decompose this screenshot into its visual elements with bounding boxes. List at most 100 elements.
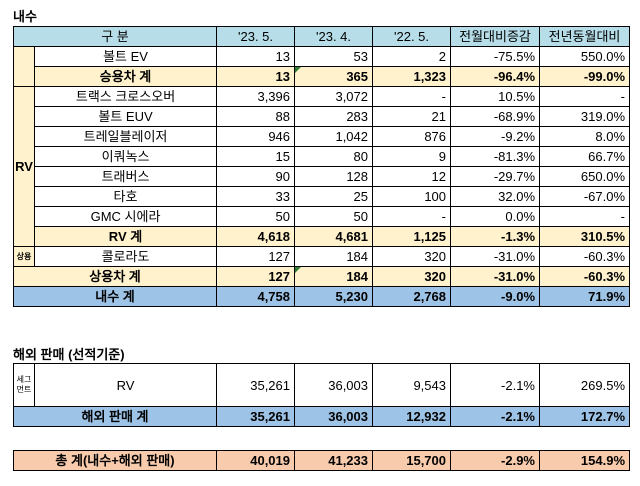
cell-value: 35,261 xyxy=(216,363,295,407)
domestic-section-title: 내수 xyxy=(13,9,37,24)
cell-value: 127 xyxy=(216,266,296,287)
subtotal-row: 상용차 계 127 184 320 -31.0% -60.3% xyxy=(12,266,631,287)
row-label: 이쿼녹스 xyxy=(33,146,218,167)
cell-value: 0.0% xyxy=(450,206,541,227)
cell-value: 3,072 xyxy=(294,86,374,107)
cell-value: 310.5% xyxy=(539,226,631,247)
cell-value: 4,758 xyxy=(216,286,296,307)
table-row: 볼트 EUV 88 283 21 -68.9% 319.0% xyxy=(14,106,631,127)
row-label: 타호 xyxy=(33,186,218,207)
cell-value: 32.0% xyxy=(450,186,541,207)
grand-total-row: 총 계(내수+해외 판매) 40,019 41,233 15,700 -2.9%… xyxy=(13,450,630,471)
table-row: 볼트 EV 13 53 2 -75.5% 550.0% xyxy=(13,46,631,87)
cell-value: 550.0% xyxy=(539,46,631,67)
cell-value: 88 xyxy=(216,106,296,127)
row-label: 트래버스 xyxy=(33,166,218,187)
cell-value: 36,003 xyxy=(294,363,373,407)
cell-value: 50 xyxy=(216,206,296,227)
cell-value: 10.5% xyxy=(450,86,541,107)
cell-value: 33 xyxy=(216,186,296,207)
cell-value: 2 xyxy=(372,46,452,67)
cell-value: 8.0% xyxy=(539,126,631,147)
domestic-sales-table: 구 분 '23. 5. '23. 4. '22. 5. 전월대비증감 전년동월대… xyxy=(12,26,631,307)
header-mom-change: 전월대비증감 xyxy=(450,26,541,47)
row-label: 상용차 계 xyxy=(12,266,218,287)
subtotal-row: RV 계 4,618 4,681 1,125 -1.3% 310.5% xyxy=(14,226,631,247)
cell-value: -68.9% xyxy=(450,106,541,127)
table-row: 트래버스 90 128 12 -29.7% 650.0% xyxy=(14,166,631,187)
row-label: 트랙스 크로스오버 xyxy=(33,86,218,107)
cell-value: - xyxy=(372,86,452,107)
table-row: 세그먼트 RV 35,261 36,003 9,543 -2.1% 269.5% xyxy=(13,363,630,407)
cell-value: -2.1% xyxy=(450,363,540,407)
cell-value: 5,230 xyxy=(294,286,374,307)
row-label: 볼트 EV xyxy=(33,46,218,67)
cell-value: -99.0% xyxy=(539,66,631,87)
row-label: 내수 계 xyxy=(12,286,218,307)
header-may-2022: '22. 5. xyxy=(372,26,452,47)
cell-value: -31.0% xyxy=(450,266,541,287)
header-row: 구 분 '23. 5. '23. 4. '22. 5. 전월대비증감 전년동월대… xyxy=(12,26,631,47)
cell-value: 4,681 xyxy=(294,226,374,247)
cell-value: 184 xyxy=(294,266,374,287)
cell-value: -75.5% xyxy=(450,46,541,67)
cell-value: 2,768 xyxy=(372,286,452,307)
cell-value: 9 xyxy=(372,146,452,167)
cell-value: 15 xyxy=(216,146,296,167)
overseas-sales-table: 세그먼트 RV 35,261 36,003 9,543 -2.1% 269.5%… xyxy=(13,363,630,427)
cell-value: 1,042 xyxy=(294,126,374,147)
cell-value: 127 xyxy=(216,246,296,267)
header-may-2023: '23. 5. xyxy=(216,26,296,47)
cell-value: 128 xyxy=(294,166,374,187)
commercial-group-label: 상용 xyxy=(13,246,35,267)
cell-value: -9.2% xyxy=(450,126,541,147)
cell-value: 41,233 xyxy=(294,450,373,471)
rv-group-label: RV xyxy=(13,86,35,247)
cell-value: 320 xyxy=(372,246,452,267)
cell-value: 80 xyxy=(294,146,374,167)
cell-value: 15,700 xyxy=(372,450,451,471)
passenger-group-cell xyxy=(13,46,35,87)
cell-value: 172.7% xyxy=(539,406,630,427)
table-row: GMC 시에라 50 50 - 0.0% - xyxy=(14,206,631,227)
table-row: 트레일블레이저 946 1,042 876 -9.2% 8.0% xyxy=(14,126,631,147)
row-label: GMC 시에라 xyxy=(33,206,218,227)
row-label: 승용차 계 xyxy=(33,66,218,87)
total-row: 내수 계 4,758 5,230 2,768 -9.0% 71.9% xyxy=(12,286,631,307)
cell-value: 13 xyxy=(216,66,296,87)
cell-value: 3,396 xyxy=(216,86,296,107)
cell-value: 21 xyxy=(372,106,452,127)
cell-value: 50 xyxy=(294,206,374,227)
cell-value: 35,261 xyxy=(216,406,295,427)
grand-total-table: 총 계(내수+해외 판매) 40,019 41,233 15,700 -2.9%… xyxy=(13,450,630,471)
row-label: 볼트 EUV xyxy=(33,106,218,127)
cell-value: 71.9% xyxy=(539,286,631,307)
cell-value: -67.0% xyxy=(539,186,631,207)
cell-value: 12,932 xyxy=(372,406,451,427)
overseas-section-title: 해외 판매 (선적기준) xyxy=(13,347,125,362)
cell-value: 283 xyxy=(294,106,374,127)
table-row: 이쿼녹스 15 80 9 -81.3% 66.7% xyxy=(14,146,631,167)
cell-value: 319.0% xyxy=(539,106,631,127)
table-row: 상용 콜로라도 127 184 320 -31.0% -60.3% xyxy=(13,246,631,267)
cell-value: -96.4% xyxy=(450,66,541,87)
cell-value: 269.5% xyxy=(539,363,630,407)
header-apr-2023: '23. 4. xyxy=(294,26,374,47)
table-row: 타호 33 25 100 32.0% -67.0% xyxy=(14,186,631,207)
cell-value: 946 xyxy=(216,126,296,147)
cell-value: -29.7% xyxy=(450,166,541,187)
cell-value: -60.3% xyxy=(539,266,631,287)
cell-value: -31.0% xyxy=(450,246,541,267)
cell-value: 53 xyxy=(294,46,374,67)
cell-value: - xyxy=(372,206,452,227)
row-label: RV 계 xyxy=(33,226,218,247)
cell-value: 36,003 xyxy=(294,406,373,427)
cell-value: -60.3% xyxy=(539,246,631,267)
cell-value: 184 xyxy=(294,246,374,267)
cell-value: 365 xyxy=(294,66,374,87)
cell-value: 4,618 xyxy=(216,226,296,247)
total-row: 해외 판매 계 35,261 36,003 12,932 -2.1% 172.7… xyxy=(13,406,630,427)
cell-value: -2.1% xyxy=(450,406,540,427)
cell-value: 1,323 xyxy=(372,66,452,87)
cell-value: 9,543 xyxy=(372,363,451,407)
